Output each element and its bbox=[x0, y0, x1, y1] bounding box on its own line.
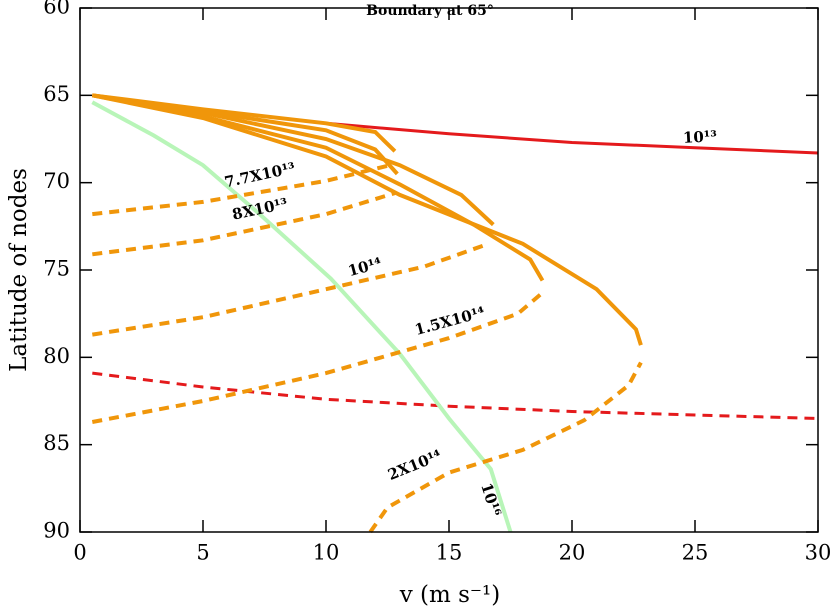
y-tick-label: 80 bbox=[43, 344, 70, 368]
chart-title: Boundary at 65° bbox=[366, 3, 494, 19]
y-tick-label: 70 bbox=[43, 169, 70, 193]
series-label: 1.5X10¹⁴ bbox=[413, 303, 487, 339]
x-tick-label: 10 bbox=[313, 541, 340, 565]
series-label: 10¹⁶ bbox=[477, 481, 505, 519]
x-tick-label: 0 bbox=[73, 541, 86, 565]
plot-frame bbox=[79, 7, 819, 533]
series-line bbox=[91, 291, 544, 424]
x-tick-label: 20 bbox=[559, 541, 586, 565]
series-line bbox=[92, 371, 819, 420]
x-tick-label: 25 bbox=[682, 541, 709, 565]
y-tick-label: 85 bbox=[43, 431, 70, 455]
series-line bbox=[92, 163, 391, 217]
series-line bbox=[91, 93, 495, 227]
series-line bbox=[91, 100, 513, 533]
series-label: 10¹³ bbox=[682, 127, 717, 147]
y-axis-label: Latitude of nodes bbox=[6, 168, 32, 372]
y-tick-label: 75 bbox=[43, 257, 70, 281]
x-tick-label: 5 bbox=[196, 541, 209, 565]
y-tick-label: 90 bbox=[43, 519, 70, 543]
y-tick-label: 60 bbox=[43, 0, 70, 19]
x-tick-label: 15 bbox=[436, 541, 463, 565]
series-line bbox=[368, 361, 643, 534]
x-axis-label: v (m s⁻¹) bbox=[399, 582, 501, 608]
y-tick-label: 65 bbox=[43, 82, 70, 106]
x-tick-label: 30 bbox=[805, 541, 830, 565]
series-line bbox=[91, 241, 490, 337]
series-line bbox=[92, 191, 396, 257]
series-line bbox=[91, 93, 643, 346]
